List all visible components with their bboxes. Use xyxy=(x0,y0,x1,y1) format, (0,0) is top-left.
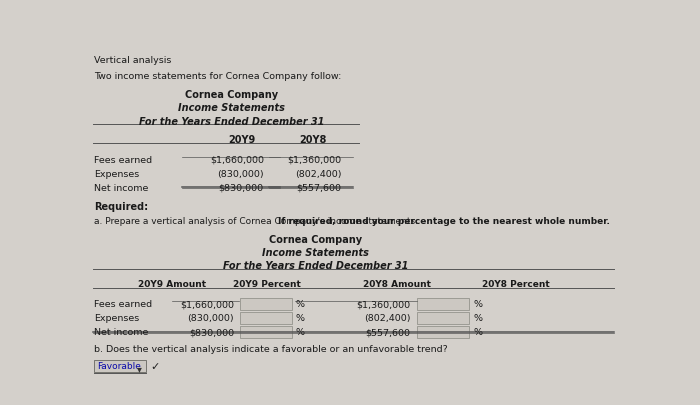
Text: (830,000): (830,000) xyxy=(217,170,264,179)
Text: $830,000: $830,000 xyxy=(218,183,264,193)
Text: (802,400): (802,400) xyxy=(364,314,410,323)
Text: 20Y9 Amount: 20Y9 Amount xyxy=(137,280,206,289)
Text: Expenses: Expenses xyxy=(94,170,139,179)
Text: ▾: ▾ xyxy=(137,364,142,374)
Text: 20Y8 Percent: 20Y8 Percent xyxy=(482,280,550,289)
Text: Income Statements: Income Statements xyxy=(178,103,285,113)
Text: $1,360,000: $1,360,000 xyxy=(356,300,410,309)
FancyBboxPatch shape xyxy=(417,298,469,310)
FancyBboxPatch shape xyxy=(241,326,292,339)
FancyBboxPatch shape xyxy=(417,326,469,339)
Text: Cornea Company: Cornea Company xyxy=(269,234,362,245)
Text: $830,000: $830,000 xyxy=(189,328,234,337)
Text: Net income: Net income xyxy=(94,183,148,193)
Text: 20Y9: 20Y9 xyxy=(228,135,256,145)
Text: Favorable: Favorable xyxy=(97,362,141,371)
Text: Cornea Company: Cornea Company xyxy=(185,90,278,100)
Text: %: % xyxy=(474,314,483,323)
Text: %: % xyxy=(295,314,304,323)
Text: If required, round your percentage to the nearest whole number.: If required, round your percentage to th… xyxy=(278,217,610,226)
Text: $1,360,000: $1,360,000 xyxy=(287,156,342,164)
Text: For the Years Ended December 31: For the Years Ended December 31 xyxy=(139,117,324,127)
FancyBboxPatch shape xyxy=(417,312,469,324)
Text: Two income statements for Cornea Company follow:: Two income statements for Cornea Company… xyxy=(94,72,342,81)
Text: %: % xyxy=(474,300,483,309)
Text: ✓: ✓ xyxy=(150,362,160,372)
Text: %: % xyxy=(474,328,483,337)
Text: $557,600: $557,600 xyxy=(296,183,342,193)
Text: Required:: Required: xyxy=(94,202,148,212)
Text: $1,660,000: $1,660,000 xyxy=(210,156,264,164)
Text: Expenses: Expenses xyxy=(94,314,139,323)
Text: 20Y8: 20Y8 xyxy=(299,135,326,145)
Text: Income Statements: Income Statements xyxy=(262,248,369,258)
Text: For the Years Ended December 31: For the Years Ended December 31 xyxy=(223,261,408,271)
Text: $1,660,000: $1,660,000 xyxy=(180,300,234,309)
Text: (802,400): (802,400) xyxy=(295,170,342,179)
Text: %: % xyxy=(295,328,304,337)
Text: Vertical analysis: Vertical analysis xyxy=(94,56,172,65)
Text: (830,000): (830,000) xyxy=(188,314,234,323)
Text: b. Does the vertical analysis indicate a favorable or an unfavorable trend?: b. Does the vertical analysis indicate a… xyxy=(94,345,448,354)
Text: 20Y9 Percent: 20Y9 Percent xyxy=(232,280,300,289)
Text: Net income: Net income xyxy=(94,328,148,337)
Text: %: % xyxy=(295,300,304,309)
FancyBboxPatch shape xyxy=(241,312,292,324)
Text: Fees earned: Fees earned xyxy=(94,156,152,164)
Text: a. Prepare a vertical analysis of Cornea Company’s income statements.: a. Prepare a vertical analysis of Cornea… xyxy=(94,217,421,226)
FancyBboxPatch shape xyxy=(241,298,292,310)
Text: Fees earned: Fees earned xyxy=(94,300,152,309)
Text: 20Y8 Amount: 20Y8 Amount xyxy=(363,280,430,289)
FancyBboxPatch shape xyxy=(94,360,146,372)
Text: $557,600: $557,600 xyxy=(365,328,410,337)
